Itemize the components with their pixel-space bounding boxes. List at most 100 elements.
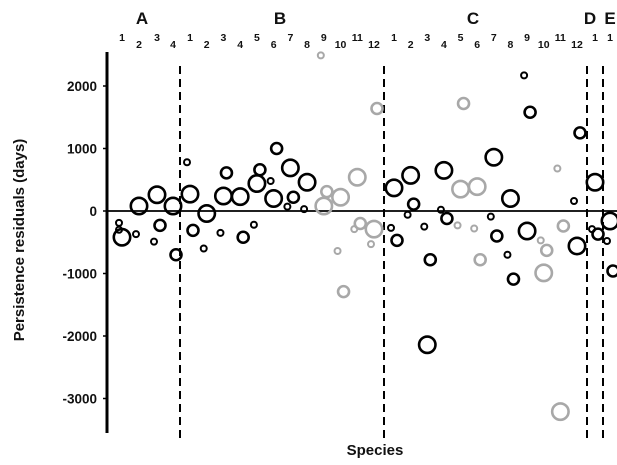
species-label: 2 xyxy=(204,39,210,51)
species-label: 4 xyxy=(441,39,447,51)
data-point xyxy=(534,263,554,283)
data-point xyxy=(266,177,275,185)
species-label: 1 xyxy=(607,32,613,44)
species-label: 8 xyxy=(508,39,514,51)
data-point xyxy=(163,196,183,216)
species-label: 1 xyxy=(391,32,397,44)
species-label: 12 xyxy=(571,39,583,51)
y-axis-title: Persistence residuals (days) xyxy=(11,139,28,342)
data-point xyxy=(451,179,471,199)
data-point xyxy=(570,197,578,205)
group-label: D xyxy=(584,9,596,28)
data-point xyxy=(364,219,384,239)
y-tick-label: -3000 xyxy=(62,392,97,407)
data-point xyxy=(132,230,140,239)
data-point xyxy=(486,212,495,221)
data-point xyxy=(367,240,375,249)
data-point xyxy=(129,196,149,216)
data-point xyxy=(316,51,325,60)
x-axis-title: Species xyxy=(347,442,404,459)
data-point xyxy=(420,222,429,231)
data-point xyxy=(183,158,191,167)
y-tick-labels: 2000 1000 0 -1000 -2000 -3000 xyxy=(62,79,107,407)
data-point xyxy=(264,189,284,209)
data-point xyxy=(370,101,384,116)
data-point xyxy=(331,187,351,207)
data-point xyxy=(115,218,123,227)
data-point xyxy=(180,184,200,204)
species-label: 11 xyxy=(352,32,363,44)
data-point xyxy=(436,205,445,214)
species-label: 2 xyxy=(136,39,142,51)
data-point xyxy=(606,264,617,278)
species-label: 4 xyxy=(237,39,243,51)
species-label: 9 xyxy=(524,32,530,44)
data-point xyxy=(230,187,250,207)
data-point xyxy=(423,252,438,267)
species-label: 3 xyxy=(424,32,430,44)
data-point xyxy=(387,223,395,232)
data-point xyxy=(350,225,359,234)
data-point xyxy=(199,244,208,253)
species-label: 1 xyxy=(119,32,125,44)
data-point xyxy=(453,221,462,230)
data-point xyxy=(300,205,309,214)
data-point xyxy=(585,172,605,192)
data-point xyxy=(169,247,183,262)
data-point xyxy=(320,184,334,199)
data-point xyxy=(347,167,367,187)
data-point xyxy=(591,227,605,241)
group-label: A xyxy=(136,9,148,28)
data-point xyxy=(520,71,529,80)
group-dividers xyxy=(179,66,604,438)
data-point xyxy=(517,221,537,241)
data-point xyxy=(490,229,504,243)
data-point xyxy=(336,284,351,299)
data-point xyxy=(567,236,587,256)
species-label: 10 xyxy=(538,39,550,51)
data-point xyxy=(403,210,412,219)
data-point xyxy=(253,162,267,177)
data-point xyxy=(539,243,554,258)
data-point xyxy=(550,402,570,422)
data-point xyxy=(406,197,421,211)
data-point xyxy=(390,233,404,248)
data-point xyxy=(536,236,545,245)
species-label: 11 xyxy=(555,32,566,44)
data-point xyxy=(401,165,421,185)
data-point xyxy=(470,224,479,233)
data-point xyxy=(603,237,611,245)
data-point xyxy=(197,204,217,224)
data-point xyxy=(500,189,520,209)
data-point xyxy=(440,211,454,226)
data-point xyxy=(333,247,342,255)
data-point xyxy=(216,228,225,237)
data-point xyxy=(236,230,250,245)
y-tick-label: -1000 xyxy=(62,267,97,282)
species-label: 7 xyxy=(287,32,293,44)
species-label: 5 xyxy=(458,32,464,44)
data-point xyxy=(280,158,300,178)
species-label: 10 xyxy=(335,39,347,51)
y-tick-label: 2000 xyxy=(67,79,97,94)
data-point xyxy=(219,166,234,180)
data-point xyxy=(473,252,487,267)
group-label: B xyxy=(274,9,286,28)
data-point xyxy=(417,335,437,355)
data-point xyxy=(484,147,504,167)
species-label: 2 xyxy=(408,39,414,51)
data-point xyxy=(247,174,267,194)
data-point xyxy=(600,211,617,231)
y-tick-label: -2000 xyxy=(62,329,97,344)
species-label: 4 xyxy=(170,39,176,51)
data-point xyxy=(456,96,471,111)
species-label: 9 xyxy=(321,32,327,44)
species-label: 3 xyxy=(154,32,160,44)
data-point xyxy=(573,126,587,140)
group-label: E xyxy=(604,9,615,28)
y-tick-label: 0 xyxy=(89,204,97,219)
data-point xyxy=(153,218,167,233)
data-point xyxy=(467,177,487,197)
data-point xyxy=(286,190,301,205)
